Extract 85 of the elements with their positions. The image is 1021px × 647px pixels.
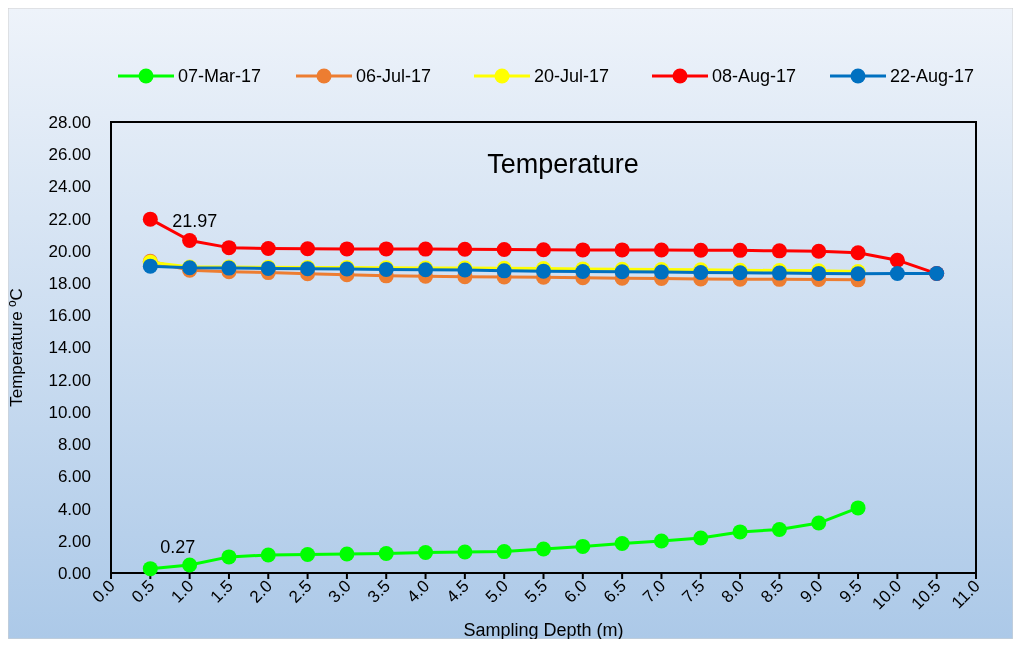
y-tick-label: 18.00 bbox=[48, 274, 91, 294]
point bbox=[693, 242, 709, 258]
point bbox=[457, 544, 473, 560]
y-tick-label: 28.00 bbox=[48, 112, 91, 132]
annotation: 0.27 bbox=[160, 536, 196, 557]
y-tick-label: 24.00 bbox=[48, 177, 91, 197]
x-tick-label: 5.0 bbox=[481, 576, 513, 607]
x-tick-label: 7.5 bbox=[678, 576, 709, 607]
point bbox=[653, 242, 669, 258]
point bbox=[378, 241, 394, 257]
y-tick-label: 16.00 bbox=[48, 306, 91, 326]
x-tick-label: 9.5 bbox=[835, 576, 866, 607]
point bbox=[693, 530, 709, 546]
point bbox=[418, 241, 434, 257]
point bbox=[339, 241, 355, 257]
point bbox=[496, 242, 512, 258]
point bbox=[300, 546, 316, 562]
y-tick-label: 12.00 bbox=[48, 370, 91, 390]
point bbox=[496, 544, 512, 560]
point bbox=[850, 245, 866, 261]
y-tick-label: 10.00 bbox=[48, 402, 91, 422]
y-tick-label: 6.00 bbox=[57, 467, 91, 487]
point bbox=[771, 243, 787, 259]
legend-label: 08-Aug-17 bbox=[712, 66, 797, 87]
point bbox=[732, 242, 748, 258]
point bbox=[614, 242, 630, 258]
y-tick-label: 4.00 bbox=[57, 499, 91, 519]
point bbox=[339, 546, 355, 562]
x-tick-label: 0.5 bbox=[128, 576, 159, 607]
point bbox=[457, 241, 473, 257]
legend-label: 20-Jul-17 bbox=[534, 66, 610, 87]
text: Temperature bbox=[487, 149, 639, 179]
point bbox=[732, 524, 748, 540]
point bbox=[536, 541, 551, 557]
x-axis-title: Sampling Depth (m) bbox=[463, 620, 624, 640]
point bbox=[142, 561, 158, 577]
point bbox=[889, 266, 905, 282]
point bbox=[260, 547, 276, 563]
x-tick-label: 3.0 bbox=[324, 576, 355, 607]
y-tick-label: 26.00 bbox=[48, 145, 91, 165]
x-tick-label: 5.5 bbox=[521, 576, 552, 607]
point bbox=[811, 515, 827, 531]
point bbox=[418, 545, 434, 561]
y-tick-label: 22.00 bbox=[48, 209, 91, 229]
x-tick-label: 1.0 bbox=[167, 576, 198, 607]
y-tick-label: 20.00 bbox=[48, 241, 91, 261]
x-tick-label: 2.5 bbox=[285, 576, 316, 607]
x-tick-label: 6.0 bbox=[560, 576, 591, 607]
point bbox=[889, 252, 905, 268]
legend-label: 07-Mar-17 bbox=[178, 66, 262, 87]
x-tick-label: 8.0 bbox=[717, 576, 748, 607]
point bbox=[378, 546, 394, 562]
x-tick-label: 2.0 bbox=[245, 576, 277, 607]
point bbox=[811, 243, 827, 259]
x-tick-label: 4.5 bbox=[442, 576, 473, 607]
y-tick-label: 14.00 bbox=[48, 338, 91, 358]
point bbox=[260, 240, 276, 256]
point bbox=[536, 242, 551, 258]
y-axis-title: Temperature ºC bbox=[7, 288, 26, 407]
point bbox=[575, 538, 591, 554]
point bbox=[221, 240, 237, 256]
y-tick-label: 2.00 bbox=[57, 531, 91, 551]
x-tick-label: 3.5 bbox=[363, 576, 395, 607]
x-tick-label: 4.0 bbox=[403, 576, 434, 607]
point bbox=[771, 522, 787, 538]
point bbox=[221, 549, 237, 565]
x-tick-label: 9.0 bbox=[796, 576, 827, 607]
annotation: 21.97 bbox=[172, 211, 218, 232]
x-tick-label: 1.5 bbox=[206, 576, 237, 607]
point bbox=[575, 242, 591, 258]
point bbox=[142, 211, 158, 227]
point bbox=[182, 557, 198, 573]
point bbox=[142, 258, 158, 274]
point bbox=[300, 241, 316, 257]
x-tick-label: 8.5 bbox=[757, 576, 788, 607]
point bbox=[182, 233, 198, 249]
point bbox=[850, 500, 866, 516]
y-tick-label: 0.00 bbox=[57, 563, 91, 583]
point bbox=[614, 536, 630, 552]
legend-label: 06-Jul-17 bbox=[356, 66, 432, 87]
x-tick-label: 6.5 bbox=[599, 576, 630, 607]
legend-label: 22-Aug-17 bbox=[890, 66, 975, 87]
y-tick-label: 8.00 bbox=[57, 435, 91, 455]
x-tick-label: 7.0 bbox=[639, 576, 670, 607]
point bbox=[653, 533, 669, 549]
